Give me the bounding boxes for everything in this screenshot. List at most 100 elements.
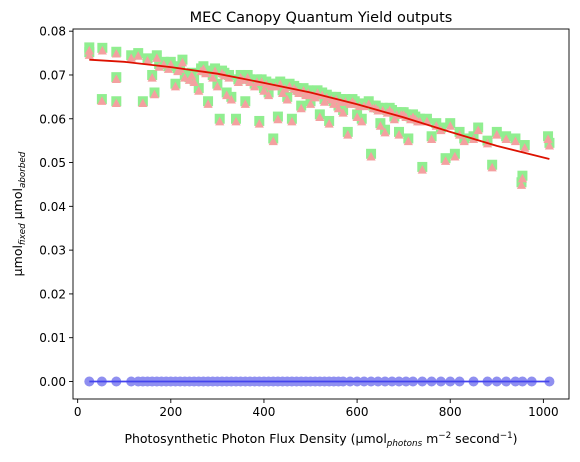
series-1-point <box>203 99 213 108</box>
series-1-point <box>343 129 353 139</box>
series-1-point <box>459 136 469 146</box>
series-1-point <box>445 121 455 130</box>
series-1-point <box>126 53 136 62</box>
series-1-point <box>152 53 162 62</box>
series-1-point <box>194 86 204 95</box>
series-1-point <box>84 50 94 59</box>
series-1-point <box>543 134 553 143</box>
y-tick-label: 0.04 <box>39 200 66 214</box>
x-tick-label: 800 <box>439 405 462 419</box>
series-1-point <box>97 45 107 55</box>
series-1-point <box>254 119 264 128</box>
series-1-point <box>264 90 274 100</box>
axis-label-part: μmol <box>10 245 25 276</box>
series-1-point <box>501 134 511 143</box>
series-1-point <box>417 164 427 174</box>
series-1-point <box>450 151 460 161</box>
series-1-point <box>492 129 502 139</box>
series-1-point <box>487 162 497 172</box>
series-1-point <box>357 116 367 126</box>
series-1-point <box>212 81 222 91</box>
series-1-point <box>224 73 234 82</box>
series-1-point <box>84 45 94 55</box>
series-1-point <box>208 73 218 82</box>
series-1-point <box>111 98 121 108</box>
y-tick-label: 0.00 <box>39 375 66 389</box>
axis-label-part: m <box>422 431 438 446</box>
y-axis: 0.00 0.01 0.02 0.03 0.04 0.05 0.06 0.07 0.08 <box>39 25 73 389</box>
series-1-point <box>544 140 555 150</box>
y-tick-label: 0.03 <box>39 244 66 258</box>
series-1-point <box>352 112 362 122</box>
series-1-point <box>516 180 527 189</box>
series-1-point <box>305 99 316 108</box>
series-1-point <box>308 90 318 100</box>
x-tick-label: 1000 <box>528 405 559 419</box>
series-1-point <box>375 121 385 130</box>
series-1-point <box>240 99 250 108</box>
series-1-point <box>226 94 236 104</box>
series-1-point <box>510 136 521 146</box>
series-1-point <box>517 173 528 183</box>
series-1-point <box>319 97 330 106</box>
y-tick-label: 0.01 <box>39 331 66 345</box>
x-axis: 0 200 400 600 800 1000 <box>74 399 559 419</box>
y-tick-label: 0.06 <box>39 112 66 126</box>
data-marks <box>84 42 555 387</box>
axis-label-part: −2 <box>438 431 451 441</box>
series-1-point <box>173 66 183 76</box>
series-1-point <box>338 108 348 117</box>
axis-label-part: μmol <box>10 188 25 223</box>
x-axis-label: Photosynthetic Photon Flux Density (μmol… <box>124 431 517 449</box>
series-1-point <box>473 125 483 135</box>
series-1-point <box>315 112 325 122</box>
series-1-point <box>170 81 181 91</box>
series-1-point <box>277 88 288 97</box>
series-3-line <box>89 58 550 160</box>
chart-title: MEC Canopy Quantum Yield outputs <box>190 10 453 26</box>
series-1-point <box>266 81 276 91</box>
y-tick-label: 0.08 <box>39 25 66 39</box>
series-1-point <box>389 114 399 124</box>
series-1-point <box>287 116 297 126</box>
x-tick-label: 0 <box>74 405 82 419</box>
series-1-point <box>201 68 211 78</box>
series-1-point <box>231 116 241 126</box>
series-1-point <box>366 151 376 161</box>
series-1-point <box>189 77 199 87</box>
series-1-point <box>520 143 530 152</box>
axis-label-part: aborbed <box>18 151 28 188</box>
axis-label-part: second <box>451 431 500 446</box>
series-1-point <box>147 73 157 82</box>
series-1-point <box>184 75 195 84</box>
series-1-point <box>364 99 374 108</box>
series-1-point <box>403 136 413 146</box>
series-1-point <box>280 83 290 93</box>
series-1-point <box>296 103 306 113</box>
series-1-point <box>427 134 437 143</box>
series-1-point <box>142 55 153 65</box>
series-1-point <box>245 77 255 87</box>
series-1-point <box>97 96 107 105</box>
series-1-point <box>180 73 190 82</box>
plot-area <box>73 29 569 399</box>
series-1-point <box>111 48 121 58</box>
axis-label-part: −1 <box>500 431 513 441</box>
axis-label-part: fixed <box>18 223 28 245</box>
series-1-point <box>149 89 160 99</box>
series-1-point <box>273 114 283 124</box>
series-1-point <box>177 57 188 67</box>
series-1-point <box>268 136 278 146</box>
series-1-point <box>333 103 344 113</box>
series-1-point <box>187 70 197 80</box>
series-1-point <box>394 129 404 139</box>
axis-label-part: photons <box>386 439 423 449</box>
series-1-point <box>233 77 243 87</box>
series-1-point <box>440 156 451 165</box>
axis-label-part: ) <box>513 431 518 446</box>
series-1-point <box>329 99 339 108</box>
series-1-point <box>250 81 260 91</box>
y-axis-label: μmolfixed μmolaborbed <box>10 151 28 276</box>
series-1-point <box>380 127 390 137</box>
